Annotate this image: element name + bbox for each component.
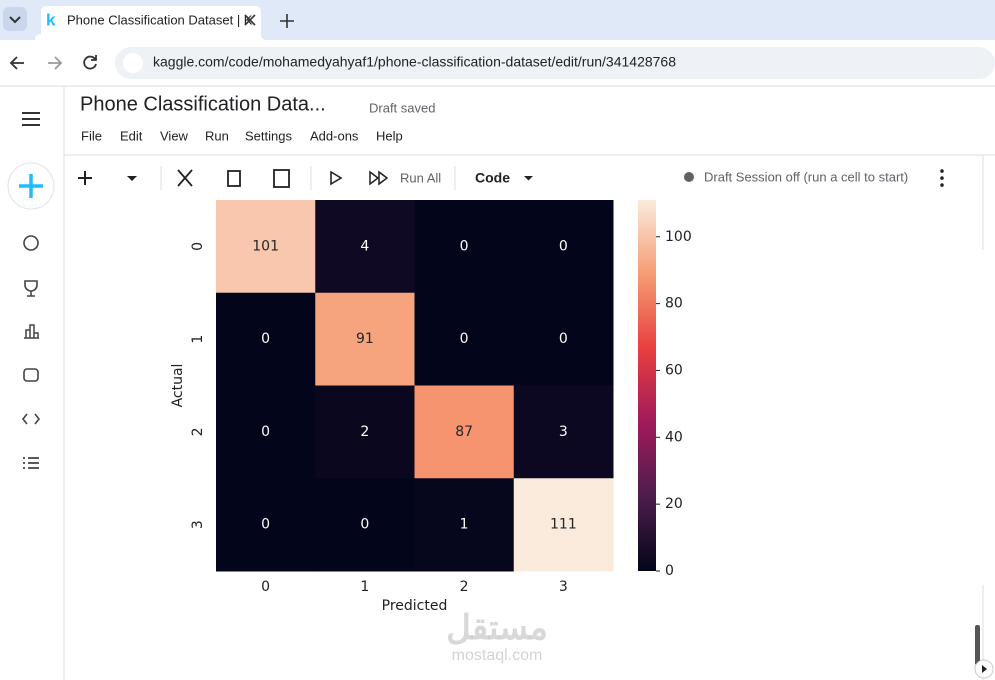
heatmap-cell: [216, 478, 316, 572]
url: kaggle.com/code/mohamedyahyaf1/phone-cla…: [153, 54, 676, 70]
session-dot: [684, 172, 694, 182]
cell-label: 0: [460, 238, 469, 254]
session-status: Draft Session off (run a cell to start): [704, 169, 908, 184]
heatmap-cell: [315, 385, 415, 479]
cell-label: 0: [360, 517, 369, 533]
cut[interactable]: [177, 169, 193, 187]
cell-label: 4: [360, 238, 369, 254]
heatmap-cell: [216, 385, 316, 479]
add-dropdown[interactable]: [127, 176, 137, 181]
menu-item[interactable]: Edit: [120, 128, 143, 143]
menu-item[interactable]: Settings: [245, 128, 292, 143]
paste[interactable]: [273, 169, 290, 188]
forward[interactable]: [48, 56, 63, 70]
heatmap-cell: [414, 200, 515, 294]
heatmap-cell: [315, 292, 415, 386]
y-tick-label: 2: [190, 427, 206, 436]
y-tick-label: 1: [190, 335, 206, 344]
notebook-title[interactable]: Phone Classification Data...: [80, 93, 326, 115]
colorbar-tick-label: 20: [665, 496, 683, 512]
heatmap-cell: [315, 200, 415, 294]
site-info[interactable]: [123, 53, 143, 73]
tab-search[interactable]: [3, 7, 27, 31]
run-all-icon[interactable]: [369, 170, 389, 186]
cell-label: 101: [252, 238, 279, 254]
save-status: Draft saved: [369, 100, 435, 115]
menu-item[interactable]: View: [160, 128, 189, 143]
nav-code[interactable]: [21, 413, 41, 425]
tab-close[interactable]: [244, 14, 256, 26]
menu-item[interactable]: Help: [376, 128, 403, 143]
cell-label: 0: [261, 517, 270, 533]
run-cell[interactable]: [330, 170, 343, 186]
nav-explore[interactable]: [23, 235, 39, 251]
y-tick-label: 3: [190, 520, 206, 529]
tab[interactable]: [35, 6, 267, 40]
nav-models[interactable]: [23, 368, 39, 382]
heatmap-cell: [414, 292, 515, 386]
cell-label: 0: [261, 424, 270, 440]
cell-type-dropdown[interactable]: [524, 176, 533, 181]
menu-item[interactable]: File: [81, 128, 102, 143]
nav-learn[interactable]: [23, 457, 39, 469]
heatmap-cell: [216, 200, 316, 294]
cell-label: 2: [360, 424, 369, 440]
new-tab[interactable]: [280, 14, 294, 28]
heatmap-cell: [513, 478, 614, 572]
colorbar-tick-label: 0: [665, 563, 674, 579]
colorbar-tick-label: 100: [665, 229, 692, 245]
colorbar-tick-label: 40: [665, 429, 683, 445]
heatmap-cell: [513, 385, 614, 479]
chevron: [9, 16, 21, 24]
address-bar[interactable]: [115, 47, 995, 79]
x-tick-label: 3: [559, 579, 568, 595]
reload[interactable]: [83, 55, 97, 70]
cell-label: 0: [559, 238, 568, 254]
menu-item[interactable]: Run: [205, 128, 229, 143]
cell-type[interactable]: Code: [475, 170, 510, 186]
cell-label: 0: [559, 331, 568, 347]
heatmap-cell: [315, 478, 415, 572]
x-axis-label: Predicted: [382, 598, 448, 614]
x-tick-label: 0: [261, 579, 270, 595]
cell-label: 1: [460, 517, 469, 533]
cell-label: 0: [261, 331, 270, 347]
heatmap-cell: [513, 292, 614, 386]
cell-label: 3: [559, 424, 568, 440]
copy[interactable]: [227, 170, 241, 187]
kaggle-favicon: k: [46, 10, 56, 29]
cell-label: 91: [356, 331, 374, 347]
heatmap-cell: [216, 292, 316, 386]
y-axis-label: Actual: [170, 364, 186, 408]
colorbar: [638, 200, 656, 571]
nav-competitions[interactable]: [24, 280, 38, 297]
run-all[interactable]: Run All: [400, 170, 441, 185]
cell-label: 87: [455, 424, 473, 440]
back[interactable]: [9, 56, 24, 70]
add-cell[interactable]: [78, 171, 92, 185]
menu-icon[interactable]: [22, 112, 40, 126]
cell-label: 0: [460, 331, 469, 347]
watermark-arabic: مستقل: [446, 609, 548, 647]
nav-datasets[interactable]: [24, 324, 39, 339]
heatmap-cell: [414, 385, 515, 479]
x-tick-label: 1: [360, 579, 369, 595]
heatmap-cell: [414, 478, 515, 572]
colorbar-tick-label: 60: [665, 362, 683, 378]
scrollbar[interactable]: [975, 625, 980, 665]
heatmap-cell: [513, 200, 614, 294]
menu-item[interactable]: Add-ons: [310, 128, 359, 143]
colorbar-tick-label: 80: [665, 296, 683, 312]
cell-label: 111: [550, 517, 577, 533]
x-tick-label: 2: [460, 579, 469, 595]
tab-title: Phone Classification Dataset | K: [67, 12, 253, 27]
arrow: [982, 665, 987, 673]
plus: [19, 174, 43, 198]
y-tick-label: 0: [190, 242, 206, 251]
watermark-latin: mostaql.com: [452, 647, 543, 664]
